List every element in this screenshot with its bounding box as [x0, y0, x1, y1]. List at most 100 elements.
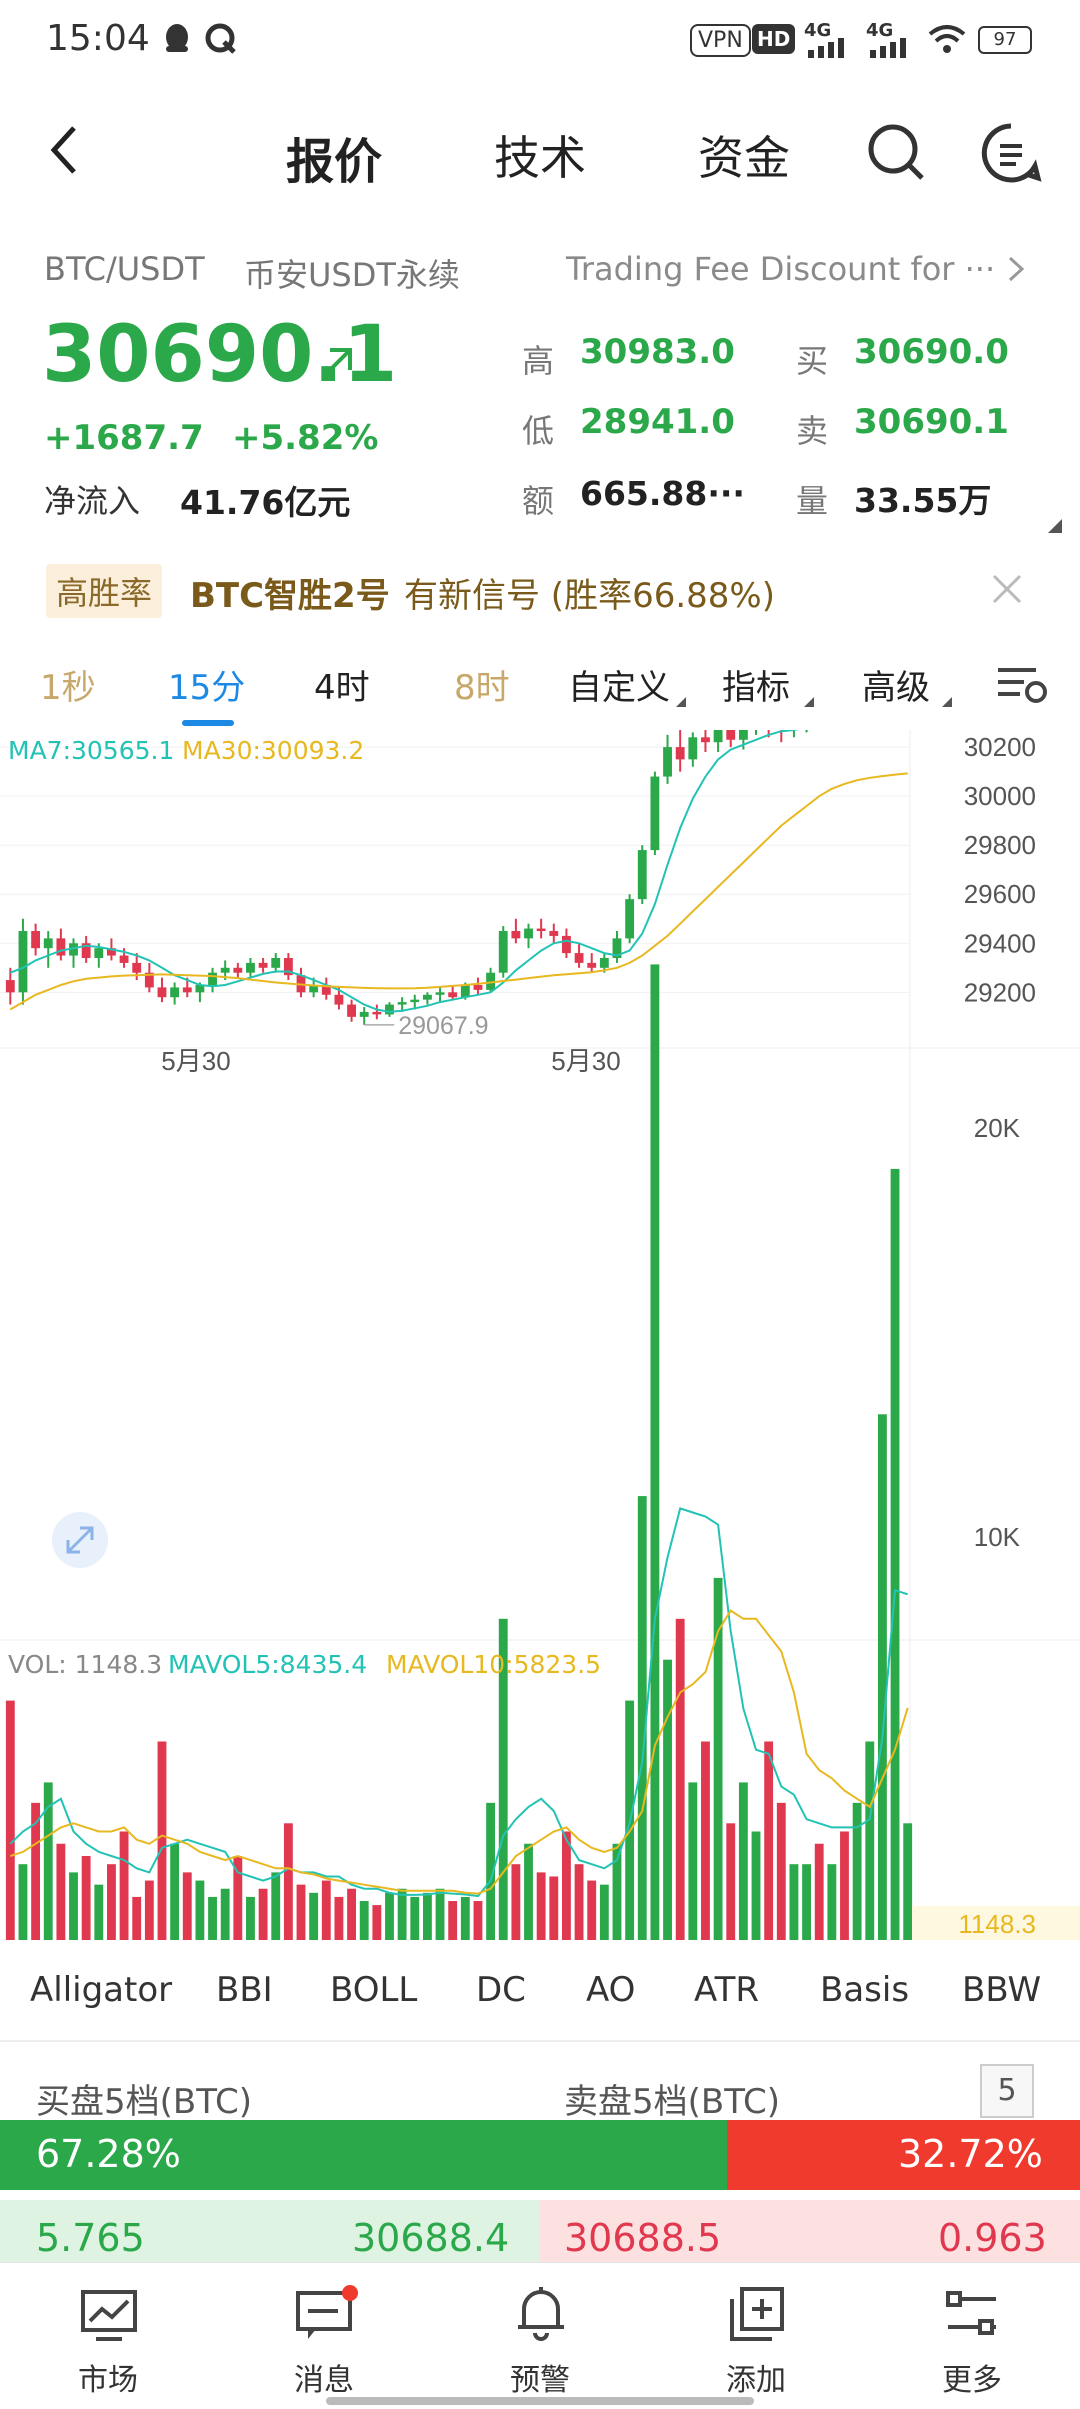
volume-bar: [726, 1823, 736, 1946]
candle-body: [246, 962, 255, 973]
promo-link[interactable]: Trading Fee Discount for ···: [566, 250, 996, 288]
volume-bar: [650, 964, 660, 1946]
volume-bar: [422, 1892, 432, 1946]
volume-bar: [473, 1901, 483, 1946]
volume-bar: [283, 1823, 293, 1946]
volume-bar: [56, 1843, 66, 1946]
candle-body: [549, 931, 559, 936]
candle-body: [233, 967, 243, 973]
volume-bar: [246, 1896, 255, 1946]
candle-body: [587, 962, 597, 968]
volume-bar: [397, 1888, 407, 1946]
low-label: 低: [522, 412, 555, 450]
volume-bar: [663, 1659, 672, 1946]
indicator-basis[interactable]: Basis: [820, 1970, 910, 2010]
volume-bar: [814, 1843, 824, 1946]
indicator-bar: Alligator BBI BOLL DC AO ATR Basis BBW: [0, 1960, 1080, 2024]
candle-body: [701, 737, 710, 743]
interval-4h[interactable]: 4时: [314, 668, 370, 708]
candle-body: [220, 967, 230, 973]
volume-bar: [31, 1802, 41, 1946]
interval-1s[interactable]: 1秒: [40, 668, 96, 708]
volume-bar: [675, 1618, 685, 1946]
battery-icon: 97: [978, 26, 1032, 54]
sell-ratio-pct: 32.72%: [898, 2132, 1043, 2176]
custom-interval-dropdown[interactable]: 自定义: [568, 668, 670, 708]
vol-legend: VOL: 1148.3: [8, 1650, 163, 1679]
more-icon: [944, 2291, 1000, 2337]
signal-banner[interactable]: 高胜率 BTC智胜2号 有新信号 (胜率66.88%): [0, 548, 1080, 636]
chart-settings-icon[interactable]: [996, 662, 1048, 708]
nav-alerts[interactable]: 预警: [440, 2263, 640, 2409]
candle-body: [599, 957, 609, 968]
nav-more[interactable]: 更多: [872, 2263, 1072, 2409]
candle-body: [208, 972, 217, 985]
candle-body: [107, 948, 116, 956]
volume-bar: [448, 1901, 458, 1946]
volume-bar: [309, 1892, 319, 1946]
indicator-ao[interactable]: AO: [586, 1970, 636, 2010]
search-icon[interactable]: [866, 122, 926, 182]
candle-body: [321, 984, 331, 995]
pair-name: BTC/USDT: [44, 250, 205, 288]
bottom-nav: 市场 消息 预警 添加 更多: [0, 2262, 1080, 2408]
advanced-dropdown[interactable]: 高级: [862, 668, 930, 708]
candle-body: [182, 987, 192, 993]
volume-bar: [549, 1876, 559, 1946]
chat-menu-icon[interactable]: [980, 122, 1042, 184]
back-icon[interactable]: [44, 122, 84, 178]
nav-add[interactable]: 添加: [656, 2263, 856, 2409]
tab-funds[interactable]: 资金: [698, 131, 790, 185]
candle-body: [359, 1011, 369, 1017]
candle-body: [473, 984, 483, 990]
indicator-dropdown[interactable]: 指标: [722, 668, 790, 708]
depth-level-selector[interactable]: 5: [980, 2064, 1034, 2118]
tab-technical[interactable]: 技术: [494, 131, 586, 185]
indicator-boll[interactable]: BOLL: [330, 1970, 418, 2010]
ma7-line: [9, 657, 909, 1013]
nav-messages[interactable]: 消息: [224, 2263, 424, 2409]
kline-chart-svg[interactable]: 3080030600304003020030000298002960029400…: [0, 542, 1080, 1946]
amount-value: 665.88···: [580, 474, 745, 513]
close-icon[interactable]: [990, 572, 1024, 606]
indicator-alligator[interactable]: Alligator: [30, 1970, 173, 2010]
volume-bar: [107, 1864, 116, 1946]
volume-bar: [296, 1884, 306, 1946]
volume-bar: [827, 1864, 837, 1946]
expand-corner-icon[interactable]: [1048, 518, 1062, 533]
y-tick-label: 29600: [964, 879, 1036, 909]
volume-bar: [460, 1896, 470, 1946]
active-interval-indicator: [182, 720, 234, 726]
tab-quote[interactable]: 报价: [286, 134, 383, 190]
vol-tick-label: 10K: [974, 1522, 1021, 1552]
chevron-right-icon[interactable]: [1006, 254, 1026, 284]
high-winrate-badge: 高胜率: [46, 564, 163, 618]
market-icon: [80, 2289, 138, 2341]
top-header: 报价 技术 资金: [0, 100, 1080, 200]
interval-15m[interactable]: 15分: [168, 668, 246, 708]
nav-market[interactable]: 市场: [8, 2263, 208, 2409]
volume-bar: [562, 1831, 571, 1946]
candle-body: [435, 992, 445, 995]
candle-body: [726, 722, 736, 740]
fullscreen-icon[interactable]: [52, 1512, 108, 1568]
indicator-bbw[interactable]: BBW: [962, 1970, 1042, 2010]
volume-bar: [385, 1892, 394, 1946]
quote-panel: BTC/USDT 币安USDT永续 Trading Fee Discount f…: [0, 240, 1080, 533]
indicator-atr[interactable]: ATR: [694, 1970, 760, 2010]
volume-bar: [321, 1880, 331, 1946]
dropdown-corner-icon: [942, 692, 952, 711]
kline-chart[interactable]: 3080030600304003020030000298002960029400…: [0, 542, 1080, 1946]
volume-bar: [903, 1823, 913, 1946]
interval-8h[interactable]: 8时: [454, 668, 510, 708]
candle-body: [31, 931, 41, 949]
indicator-dc[interactable]: DC: [476, 1970, 526, 2010]
ma30-legend: MA30:30093.2: [182, 736, 365, 765]
volume-bar: [410, 1896, 420, 1946]
indicator-bbi[interactable]: BBI: [216, 1970, 273, 2010]
last-price: 30690.1: [42, 310, 398, 400]
signal-text: 有新信号 (胜率66.88%): [404, 576, 775, 616]
ask-qty: 0.963: [938, 2216, 1047, 2260]
candle-body: [536, 928, 546, 932]
candle-body: [574, 953, 584, 963]
